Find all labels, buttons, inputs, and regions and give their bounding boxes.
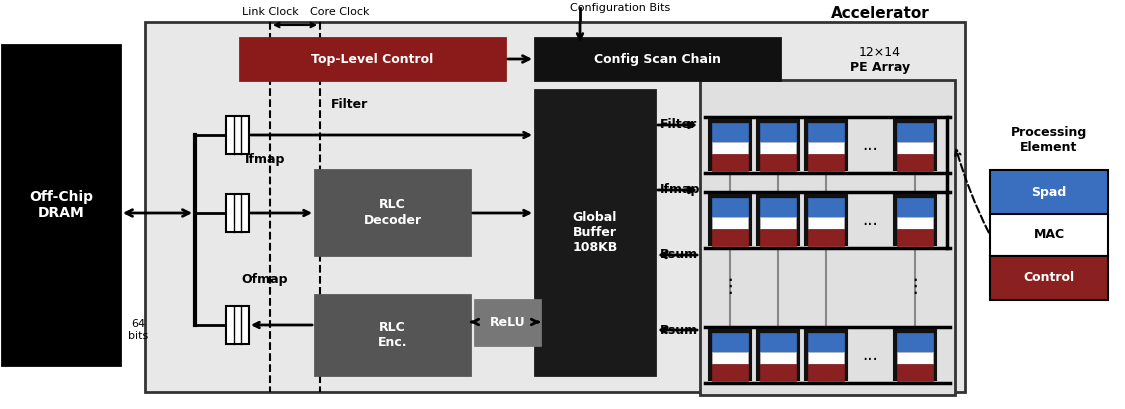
- Text: ⋮: ⋮: [720, 277, 740, 297]
- Bar: [712, 198, 748, 217]
- Text: Filter: Filter: [332, 99, 369, 112]
- Bar: [894, 120, 936, 170]
- Bar: [145, 22, 965, 392]
- Bar: [226, 194, 249, 232]
- Bar: [712, 229, 748, 245]
- Text: Global
Buffer
108KB: Global Buffer 108KB: [573, 211, 618, 254]
- Bar: [536, 90, 655, 375]
- Bar: [757, 330, 799, 380]
- Bar: [897, 364, 933, 380]
- Bar: [712, 217, 748, 229]
- Text: RLC
Enc.: RLC Enc.: [378, 321, 407, 349]
- Text: Off-Chip
DRAM: Off-Chip DRAM: [29, 190, 93, 220]
- Text: ...: ...: [862, 346, 878, 364]
- Bar: [712, 142, 748, 154]
- Bar: [712, 364, 748, 380]
- Bar: [806, 120, 847, 170]
- Text: Ifmap: Ifmap: [660, 184, 701, 196]
- Text: Control: Control: [1024, 272, 1074, 284]
- Bar: [806, 195, 847, 245]
- Text: Processing
Element: Processing Element: [1011, 126, 1087, 154]
- Bar: [897, 154, 933, 171]
- Text: Accelerator: Accelerator: [830, 7, 929, 22]
- Bar: [315, 170, 470, 255]
- Bar: [760, 142, 796, 154]
- Bar: [897, 229, 933, 245]
- Bar: [709, 330, 752, 380]
- Bar: [757, 195, 799, 245]
- Text: Ifmap: Ifmap: [245, 153, 286, 166]
- Bar: [894, 195, 936, 245]
- Bar: [712, 123, 748, 142]
- Bar: [760, 364, 796, 380]
- Bar: [760, 352, 796, 364]
- Bar: [2, 45, 120, 365]
- Bar: [808, 142, 844, 154]
- Bar: [536, 38, 780, 80]
- Text: Config Scan Chain: Config Scan Chain: [594, 52, 720, 65]
- Text: Ofmap: Ofmap: [242, 274, 288, 286]
- Bar: [808, 352, 844, 364]
- Text: PE Array: PE Array: [850, 61, 910, 74]
- Bar: [709, 195, 752, 245]
- Text: Filter: Filter: [660, 119, 698, 132]
- Text: Top-Level Control: Top-Level Control: [310, 52, 433, 65]
- Bar: [712, 333, 748, 352]
- Bar: [226, 306, 249, 344]
- Bar: [760, 333, 796, 352]
- Text: 64
bits: 64 bits: [128, 319, 148, 341]
- Text: Psum: Psum: [660, 249, 699, 261]
- Text: Spad: Spad: [1032, 186, 1066, 199]
- Bar: [808, 123, 844, 142]
- Bar: [226, 116, 249, 154]
- Bar: [315, 295, 470, 375]
- Text: ⋮: ⋮: [906, 277, 925, 297]
- Text: ...: ...: [862, 136, 878, 154]
- Bar: [240, 38, 505, 80]
- Bar: [808, 333, 844, 352]
- Bar: [808, 154, 844, 171]
- Bar: [760, 154, 796, 171]
- Bar: [808, 217, 844, 229]
- Bar: [990, 214, 1108, 256]
- Bar: [808, 229, 844, 245]
- Bar: [700, 80, 955, 395]
- Text: Psum: Psum: [660, 324, 699, 337]
- Bar: [760, 123, 796, 142]
- Bar: [897, 217, 933, 229]
- Text: Configuration Bits: Configuration Bits: [570, 3, 670, 13]
- Bar: [757, 120, 799, 170]
- Bar: [712, 352, 748, 364]
- Bar: [475, 300, 540, 345]
- Bar: [808, 364, 844, 380]
- Bar: [709, 120, 752, 170]
- Bar: [894, 330, 936, 380]
- Bar: [712, 154, 748, 171]
- Bar: [897, 142, 933, 154]
- Bar: [760, 198, 796, 217]
- Bar: [808, 198, 844, 217]
- Bar: [897, 198, 933, 217]
- Bar: [990, 256, 1108, 300]
- Text: ...: ...: [862, 211, 878, 229]
- Bar: [806, 330, 847, 380]
- Bar: [897, 352, 933, 364]
- Text: 12×14: 12×14: [860, 45, 901, 58]
- Bar: [760, 229, 796, 245]
- Bar: [897, 123, 933, 142]
- Bar: [897, 333, 933, 352]
- Bar: [760, 217, 796, 229]
- Text: MAC: MAC: [1034, 229, 1064, 241]
- Text: ReLU: ReLU: [489, 316, 525, 329]
- Text: Core Clock: Core Clock: [310, 7, 370, 17]
- Text: RLC
Decoder: RLC Decoder: [363, 198, 422, 227]
- Bar: [990, 170, 1108, 214]
- Text: Link Clock: Link Clock: [242, 7, 298, 17]
